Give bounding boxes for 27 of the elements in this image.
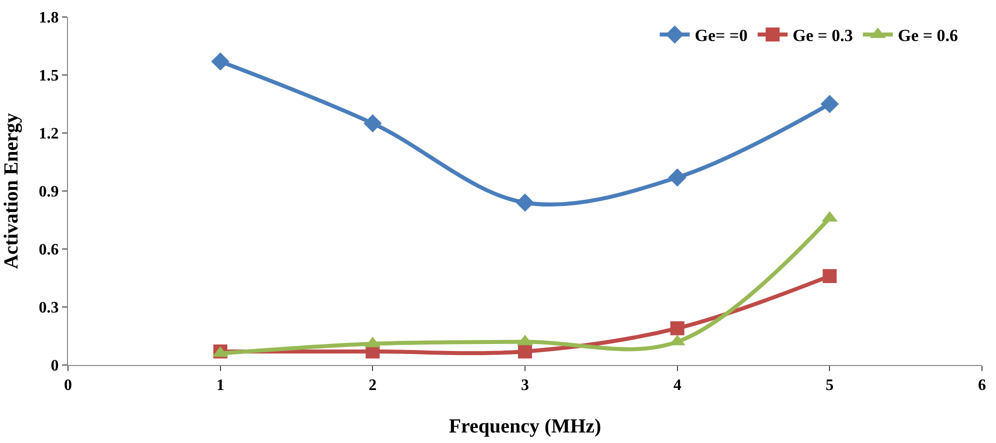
x-tick-label: 0 xyxy=(64,377,72,394)
x-tick-label: 3 xyxy=(521,377,529,394)
y-axis-title: Activation Energy xyxy=(0,112,22,270)
legend-label: Ge = 0.3 xyxy=(792,26,853,46)
y-tick-label: 1.2 xyxy=(38,126,59,143)
y-tick-label: 1.8 xyxy=(38,10,59,27)
point xyxy=(518,344,532,358)
x-tick-label: 5 xyxy=(826,377,834,394)
y-tick-label: 0.3 xyxy=(38,300,59,317)
point xyxy=(211,52,230,71)
y-tick-label: 0 xyxy=(50,358,59,375)
x-tick-label: 2 xyxy=(368,377,377,394)
legend-label: Ge= =0 xyxy=(694,26,748,46)
point xyxy=(364,114,382,132)
point xyxy=(670,321,684,336)
x-tick-label: 1 xyxy=(216,377,224,394)
point xyxy=(516,194,534,212)
y-tick-label: 0.9 xyxy=(38,184,59,201)
y-tick-label: 1.5 xyxy=(38,68,59,85)
point xyxy=(822,269,837,284)
point xyxy=(668,168,686,187)
legend-label: Ge = 0.6 xyxy=(898,26,958,46)
x-axis-title: Frequency (MHz) xyxy=(448,416,602,438)
y-tick-label: 0.6 xyxy=(38,242,59,259)
x-tick-label: 4 xyxy=(673,377,682,394)
point xyxy=(820,94,839,114)
x-tick-label: 6 xyxy=(978,377,986,394)
